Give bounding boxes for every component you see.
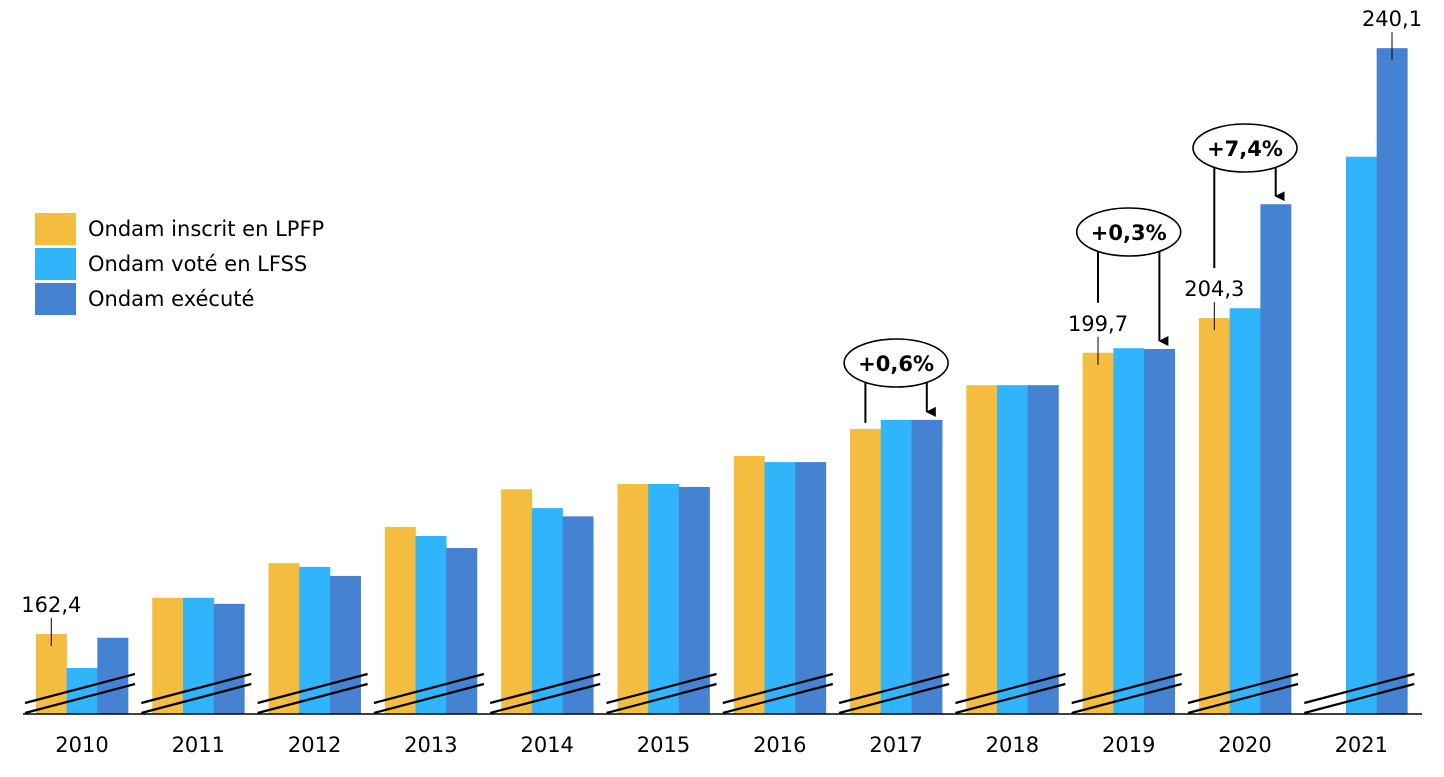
x-tick-label: 2014	[520, 733, 573, 757]
bar-2016-1	[764, 462, 796, 714]
legend-swatch-lpfp	[35, 212, 76, 245]
bar-2019-1	[1113, 348, 1145, 714]
data-label: 240,1	[1362, 7, 1422, 31]
axis-break-mark	[722, 682, 834, 715]
axis-break-mark	[606, 672, 717, 705]
axis-break-mark	[24, 672, 136, 705]
annotation-label: +7,4%	[1207, 137, 1283, 161]
axis-break-mark	[489, 682, 601, 715]
x-tick-label: 2013	[404, 733, 457, 757]
bar-2012-0	[268, 563, 300, 714]
bar-2012-1	[299, 566, 331, 714]
x-tick-label: 2010	[55, 733, 108, 757]
x-tick-label: 2016	[753, 733, 806, 757]
x-tick-label: 2011	[172, 733, 225, 757]
axis-break-mark	[1304, 682, 1415, 715]
bar-2010-0	[35, 634, 67, 714]
axis-break-mark	[24, 682, 136, 715]
legend-swatch-execute	[35, 282, 76, 315]
axis-break-mark	[257, 672, 368, 705]
legend-item-lpfp: Ondam inscrit en LPFP	[35, 211, 324, 246]
axis-break-mark	[1304, 672, 1415, 705]
bar-2017-0	[850, 428, 882, 714]
bar-2018-0	[966, 385, 998, 714]
bar-2017-1	[880, 419, 912, 714]
axis-break-mark	[955, 672, 1066, 705]
axis-break-mark	[838, 672, 950, 705]
axis-break-mark	[373, 672, 485, 705]
annotation-label: +0,6%	[858, 352, 934, 376]
bar-2019-2	[1144, 348, 1176, 714]
bar-2018-1	[997, 385, 1029, 714]
bar-2011-2	[213, 603, 245, 714]
bar-2011-0	[152, 597, 184, 714]
bar-2015-0	[617, 483, 649, 714]
axis-break-mark	[373, 682, 485, 715]
legend-item-execute: Ondam exécuté	[35, 281, 324, 316]
axis-break-mark	[1071, 682, 1182, 715]
bar-2010-2	[97, 637, 129, 714]
axis-break-mark	[838, 682, 950, 715]
legend-label: Ondam voté en LFSS	[88, 251, 308, 276]
annotation-ellipse	[843, 338, 949, 388]
bar-2011-1	[182, 597, 214, 714]
x-tick-label: 2015	[637, 733, 690, 757]
bar-2019-0	[1082, 352, 1114, 714]
axis-break-mark	[257, 682, 368, 715]
bar-2016-2	[795, 462, 827, 714]
axis-break-mark	[606, 682, 717, 715]
annotation-label: +0,3%	[1091, 221, 1167, 245]
legend-label: Ondam exécuté	[88, 286, 255, 311]
axis-break-mark	[489, 672, 601, 705]
bar-2014-1	[531, 508, 563, 714]
annotation-ellipse	[1075, 207, 1182, 257]
x-tick-label: 2017	[869, 733, 922, 757]
data-label: 204,3	[1184, 277, 1244, 301]
x-tick-label: 2018	[986, 733, 1039, 757]
bar-2017-2	[911, 419, 943, 714]
x-tick-label: 2020	[1218, 733, 1271, 757]
bar-2021-2	[1376, 48, 1408, 715]
bar-2016-0	[733, 456, 765, 714]
bar-2014-0	[501, 489, 533, 714]
legend-item-lfss: Ondam voté en LFSS	[35, 246, 324, 281]
x-tick-label: 2012	[288, 733, 341, 757]
legend-swatch-lfss	[35, 247, 76, 280]
bar-2015-1	[648, 483, 680, 714]
axis-break-mark	[141, 672, 252, 705]
x-tick-label: 2021	[1335, 733, 1388, 757]
bar-2020-0	[1198, 318, 1230, 714]
data-label: 199,7	[1068, 312, 1128, 336]
axis-break-mark	[722, 672, 834, 705]
bar-2012-2	[329, 575, 361, 714]
legend: Ondam inscrit en LPFP Ondam voté en LFSS…	[35, 211, 324, 332]
bar-2013-0	[384, 526, 416, 714]
bar-2020-2	[1260, 204, 1292, 714]
axis-break-mark	[141, 682, 252, 715]
axis-break-mark	[1187, 672, 1299, 705]
bar-2021-1	[1345, 156, 1377, 714]
annotation-ellipse	[1192, 123, 1298, 173]
axis-break-mark	[955, 682, 1066, 715]
x-tick-label: 2019	[1102, 733, 1155, 757]
data-label: 162,4	[21, 593, 81, 617]
bar-2020-1	[1229, 308, 1261, 714]
axis-break-mark	[1071, 672, 1182, 705]
legend-label: Ondam inscrit en LPFP	[88, 216, 325, 241]
axis-break-mark	[1187, 682, 1299, 715]
bar-2014-2	[562, 516, 594, 714]
bar-2018-2	[1027, 385, 1059, 714]
